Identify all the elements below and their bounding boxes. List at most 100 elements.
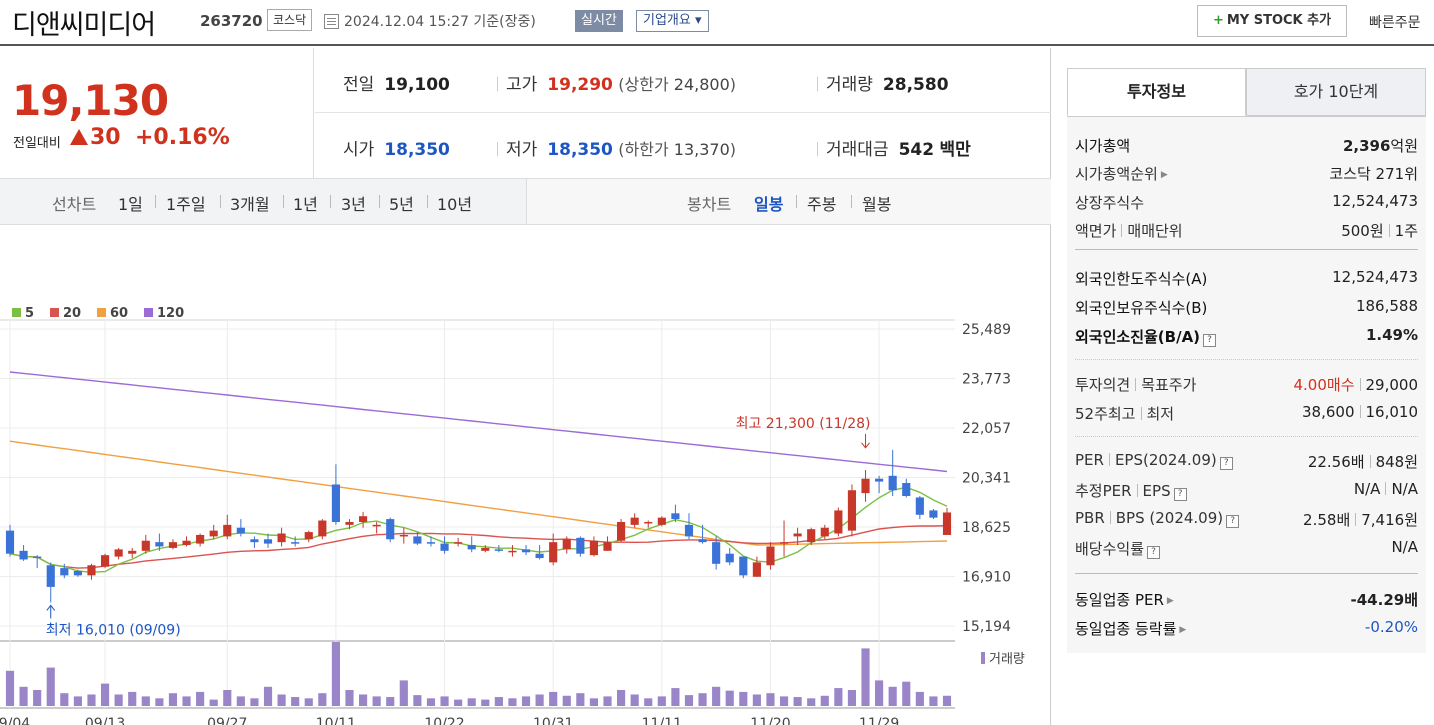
pbr-value: 2.58배 7,416원 <box>1303 509 1418 530</box>
help-icon[interactable]: ? <box>1173 488 1187 501</box>
volume-bar <box>318 693 327 706</box>
volume-bar <box>304 698 313 706</box>
period-3m[interactable]: 3개월 <box>230 195 270 214</box>
tab-investment-info[interactable]: 투자정보 <box>1067 68 1246 116</box>
dividend-row: 배당수익률? N/A <box>1075 538 1418 562</box>
volume-bar <box>196 691 205 706</box>
period-10y[interactable]: 10년 <box>437 195 473 214</box>
volume-bar <box>644 698 653 706</box>
period-daily[interactable]: 일봉 <box>754 195 784 214</box>
volume-label: 거래량 <box>826 75 873 95</box>
help-icon[interactable]: ? <box>1203 334 1217 347</box>
market-cap-rank-label[interactable]: 시가총액순위 ▶ <box>1075 163 1168 184</box>
candle-body <box>46 565 55 587</box>
company-overview-dropdown[interactable]: 기업개요 ▾ <box>636 10 709 32</box>
candle-body <box>766 546 775 566</box>
candle-body <box>847 490 857 531</box>
sector-change-label[interactable]: 동일업종 등락률 ▶ <box>1075 618 1186 639</box>
candle-body <box>630 517 639 525</box>
help-icon[interactable]: ? <box>1226 515 1240 528</box>
volume-bar <box>440 696 449 706</box>
volume-bar <box>834 688 843 706</box>
candle-body <box>481 547 490 551</box>
period-5y[interactable]: 5년 <box>389 195 414 214</box>
trade-amount-unit: 백만 <box>939 140 971 160</box>
high-price: 고가 19,290 (상한가 24,800) <box>497 70 736 95</box>
market-cap-number: 2,396 <box>1342 137 1391 155</box>
period-weekly[interactable]: 주봉 <box>807 195 837 214</box>
candle-body <box>589 540 599 556</box>
quote-row: 전일 19,100 고가 19,290 (상한가 24,800) 거래량 28,580 <box>315 48 1051 113</box>
legend-label: 5 <box>25 306 34 321</box>
candle-body <box>942 512 952 535</box>
volume-bar <box>182 696 191 706</box>
quote-datetime: 2024.12.04 15:27 기준(장중) <box>344 14 536 30</box>
period-monthly[interactable]: 월봉 <box>862 195 892 214</box>
volume-bar <box>372 696 381 706</box>
opinion-rating: 4.00매수 <box>1293 376 1355 394</box>
candle-body <box>358 516 368 522</box>
volume-bar <box>861 648 870 706</box>
volume-bar <box>712 686 721 706</box>
change-percent: +0.16% <box>135 125 230 150</box>
candle-body <box>236 527 245 534</box>
foreign-rate-label: 외국인소진율(B/A)? <box>1075 326 1217 347</box>
period-3y[interactable]: 3년 <box>341 195 366 214</box>
add-mystock-button[interactable]: + MY STOCK 추가 <box>1197 5 1347 37</box>
candle-body <box>915 497 924 515</box>
period-1y[interactable]: 1년 <box>293 195 318 214</box>
sector-per-number: -44.29배 <box>1350 591 1418 609</box>
candle-body <box>793 533 802 537</box>
tab-orderbook[interactable]: 호가 10단계 <box>1246 68 1426 116</box>
info-tabs: 투자정보 호가 10단계 <box>1067 68 1426 116</box>
volume-legend-label: 거래량 <box>989 652 1025 667</box>
eps-number: 848원 <box>1375 453 1418 471</box>
x-tick-label: 09/13 <box>85 716 125 725</box>
volume-bar <box>263 686 273 706</box>
help-icon[interactable]: ? <box>1147 546 1161 559</box>
quick-order-link[interactable]: 빠른주문 <box>1369 15 1421 31</box>
help-icon[interactable]: ? <box>1219 457 1233 470</box>
trade-amount-value: 542 <box>898 140 935 160</box>
max-price-arrowhead <box>861 442 870 449</box>
candle-body <box>399 534 408 537</box>
change-label: 전일대비 <box>13 136 61 151</box>
target-price-value: 29,000 <box>1365 376 1419 394</box>
volume-bar <box>399 680 408 706</box>
volume-bar <box>820 695 829 706</box>
period-1w[interactable]: 1주일 <box>166 195 206 214</box>
bps-text: BPS (2024.09) <box>1115 509 1224 527</box>
investment-info: 시가총액 2,396억원 시가총액순위 ▶ 코스닥 271위 상장주식수 12,5… <box>1067 116 1426 653</box>
market-badge: 코스닥 <box>267 9 313 31</box>
period-1d[interactable]: 1일 <box>118 195 143 214</box>
eps-text: EPS(2024.09) <box>1114 451 1217 469</box>
volume-bar <box>739 691 748 706</box>
candle-body <box>644 521 653 524</box>
divider <box>1075 249 1418 250</box>
realtime-badge[interactable]: 실시간 <box>575 10 623 32</box>
open-price: 시가 18,350 <box>343 135 450 160</box>
candle-body <box>263 539 273 544</box>
sector-per-row: 동일업종 PER ▶ -44.29배 <box>1075 589 1418 613</box>
legend-label: 60 <box>110 306 128 321</box>
price-chart[interactable]: 25,489 23,773 22,057 20,341 18,625 16,910 15,1… <box>0 228 1050 725</box>
candle-body <box>196 534 205 544</box>
quote-panel: 19,130 전일대비 30 +0.16% 전일 19,100 고가 19,290 … <box>0 48 1051 725</box>
volume-bar <box>494 697 503 706</box>
quote-row: 시가 18,350 저가 18,350 (하한가 13,370) 거래대금 542 백… <box>315 113 1051 178</box>
divider <box>1385 482 1387 495</box>
pbr-text: PBR <box>1075 509 1105 527</box>
candle-body <box>888 475 897 491</box>
prev-close: 전일 19,100 <box>343 70 450 95</box>
caret-right-icon: ▶ <box>1179 625 1187 635</box>
candle-body <box>712 542 721 564</box>
sector-per-label[interactable]: 동일업종 PER ▶ <box>1075 589 1174 610</box>
legend-swatch <box>97 308 106 317</box>
volume-bar <box>358 694 368 706</box>
divider <box>1369 455 1371 468</box>
ma60-line <box>9 440 948 546</box>
bps-number: 7,416원 <box>1361 511 1418 529</box>
sector-change-text: 동일업종 등락률 <box>1075 620 1177 638</box>
volume-bar <box>481 699 490 706</box>
legend-swatch <box>144 308 153 317</box>
